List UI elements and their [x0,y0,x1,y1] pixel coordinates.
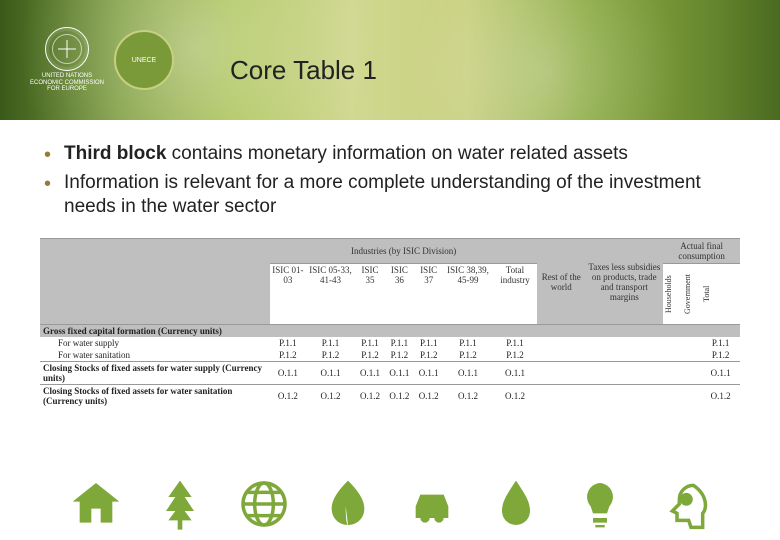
bullet-1-rest: contains monetary information on water r… [166,143,628,164]
col-government: Government [682,264,701,325]
bulb-icon [572,476,628,532]
slide-title: Core Table 1 [230,55,377,86]
col-isic-35: ISIC 35 [355,264,384,325]
drop-icon [488,476,544,532]
col-isic-38: ISIC 38,39, 45-99 [443,264,492,325]
un-label-3: FOR EUROPE [30,86,104,93]
house-icon [68,476,124,532]
row-header-blank [40,239,270,325]
col-isic-01: ISIC 01-03 [270,264,306,325]
col-isic-05: ISIC 05-33, 41-43 [306,264,356,325]
tree-icon [152,476,208,532]
row-closing-supply-label: Closing Stocks of fixed assets for water… [40,362,270,385]
un-label-2: ECONOMIC COMMISSION [30,80,104,87]
unece-logo: UNECE [114,30,174,90]
bullet-1-strong: Third block [64,143,166,164]
row-water-sanitation-label: For water sanitation [40,349,270,362]
un-logo: UNITED NATIONS ECONOMIC COMMISSION FOR E… [30,27,104,93]
col-isic-36: ISIC 36 [385,264,414,325]
head-icon [656,476,712,532]
bullet-2: Information is relevant for a more compl… [40,171,740,220]
row-water-supply: For water supply P.1.1 P.1.1 P.1.1 P.1.1… [40,337,740,349]
row-water-sanitation: For water sanitation P.1.2 P.1.2 P.1.2 P… [40,349,740,362]
row-closing-supply: Closing Stocks of fixed assets for water… [40,362,740,385]
bullet-list: Third block contains monetary informatio… [40,142,740,220]
col-group-industries: Industries (by ISIC Division) [270,239,537,264]
core-table: Industries (by ISIC Division) Rest of th… [40,238,740,407]
leaf-icon [320,476,376,532]
col-total: Total [701,264,740,325]
section-gfcf-label: Gross fixed capital formation (Currency … [40,325,740,338]
unece-label: UNECE [132,57,157,64]
un-emblem-icon [45,27,89,71]
section-gfcf: Gross fixed capital formation (Currency … [40,325,740,338]
car-icon [404,476,460,532]
table-header-row-1: Industries (by ISIC Division) Rest of th… [40,239,740,264]
col-households: Households [663,264,682,325]
logo-group: UNITED NATIONS ECONOMIC COMMISSION FOR E… [0,27,174,93]
footer-icon-row [0,476,780,532]
bullet-1: Third block contains monetary informatio… [40,142,740,167]
row-closing-sanitation: Closing Stocks of fixed assets for water… [40,385,740,408]
col-total-industry: Total industry [493,264,538,325]
row-closing-sanitation-label: Closing Stocks of fixed assets for water… [40,385,270,408]
header-band: UNITED NATIONS ECONOMIC COMMISSION FOR E… [0,0,780,120]
content-area: Third block contains monetary informatio… [0,120,780,417]
row-water-supply-label: For water supply [40,337,270,349]
table-container: Industries (by ISIC Division) Rest of th… [40,238,740,407]
col-final-consumption: Actual final consumption [663,239,740,264]
col-rest-of-world: Rest of the world [537,239,585,325]
un-label-1: UNITED NATIONS [30,73,104,80]
col-taxes: Taxes less subsidies on products, trade … [585,239,663,325]
globe-icon [236,476,292,532]
col-isic-37: ISIC 37 [414,264,443,325]
